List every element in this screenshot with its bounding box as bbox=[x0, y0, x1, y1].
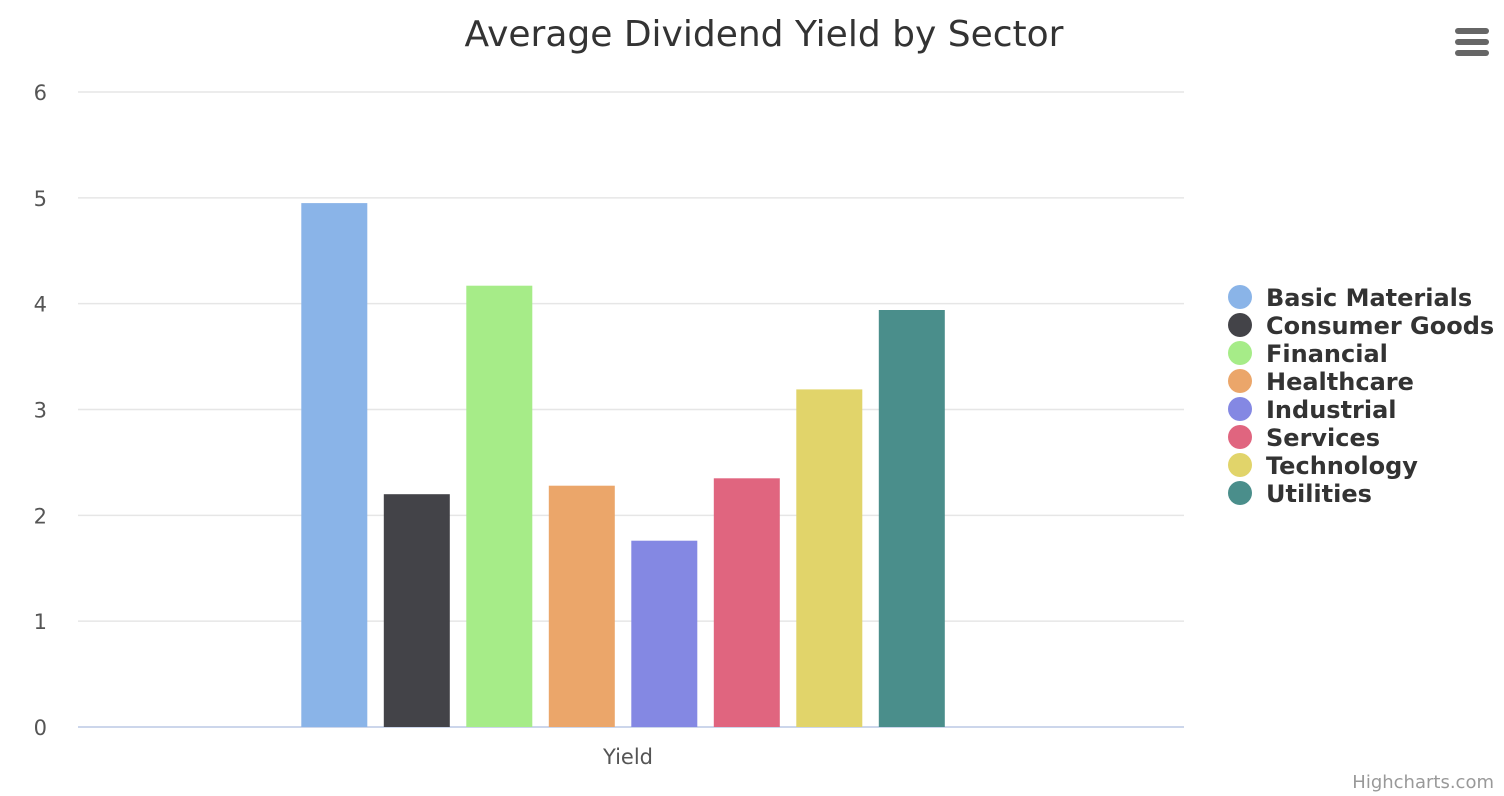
legend-symbol bbox=[1228, 313, 1252, 337]
legend-label: Financial bbox=[1266, 340, 1388, 368]
legend-symbol bbox=[1228, 453, 1252, 477]
legend-label: Consumer Goods bbox=[1266, 312, 1494, 340]
legend-label: Services bbox=[1266, 424, 1380, 452]
axes: 0 1 2 3 4 5 6 Yield bbox=[34, 81, 653, 769]
y-tick-label: 6 bbox=[34, 81, 47, 105]
y-tick-label: 2 bbox=[34, 504, 47, 528]
bar-consumer-goods[interactable] bbox=[383, 494, 450, 727]
legend-item-healthcare[interactable]: Healthcare bbox=[1228, 368, 1414, 396]
bar-basic-materials[interactable] bbox=[301, 203, 368, 728]
bar-industrial[interactable] bbox=[631, 540, 698, 727]
legend-label: Technology bbox=[1266, 452, 1418, 480]
hamburger-menu-icon[interactable] bbox=[1450, 22, 1494, 62]
y-tick-label: 3 bbox=[34, 399, 47, 423]
y-tick-label: 5 bbox=[34, 187, 47, 211]
grid-lines bbox=[78, 91, 1184, 728]
x-category-label: Yield bbox=[602, 745, 653, 769]
legend-item-financial[interactable]: Financial bbox=[1228, 340, 1388, 368]
legend-item-industrial[interactable]: Industrial bbox=[1228, 396, 1397, 424]
legend-item-utilities[interactable]: Utilities bbox=[1228, 480, 1372, 508]
bars bbox=[301, 203, 945, 728]
bar-financial[interactable] bbox=[466, 285, 533, 727]
bar-utilities[interactable] bbox=[878, 310, 945, 727]
legend-symbol bbox=[1228, 285, 1252, 309]
bar-healthcare[interactable] bbox=[548, 485, 615, 727]
legend-item-basic-materials[interactable]: Basic Materials bbox=[1228, 284, 1472, 312]
legend-symbol bbox=[1228, 425, 1252, 449]
bar-technology[interactable] bbox=[796, 389, 863, 727]
legend-label: Industrial bbox=[1266, 396, 1397, 424]
legend-symbol bbox=[1228, 397, 1252, 421]
legend-label: Basic Materials bbox=[1266, 284, 1472, 312]
legend-symbol bbox=[1228, 481, 1252, 505]
legend-symbol bbox=[1228, 369, 1252, 393]
y-tick-label: 1 bbox=[34, 610, 47, 634]
credits-link[interactable]: Highcharts.com bbox=[1352, 772, 1494, 793]
chart-title: Average Dividend Yield by Sector bbox=[465, 14, 1064, 55]
legend-item-technology[interactable]: Technology bbox=[1228, 452, 1418, 480]
legend-symbol bbox=[1228, 341, 1252, 365]
y-tick-label: 0 bbox=[34, 716, 47, 740]
legend-item-services[interactable]: Services bbox=[1228, 424, 1380, 452]
legend-label: Healthcare bbox=[1266, 368, 1414, 396]
bar-services[interactable] bbox=[713, 478, 780, 727]
y-tick-label: 4 bbox=[34, 293, 47, 317]
legend-item-consumer-goods[interactable]: Consumer Goods bbox=[1228, 312, 1494, 340]
legend-label: Utilities bbox=[1266, 480, 1372, 508]
